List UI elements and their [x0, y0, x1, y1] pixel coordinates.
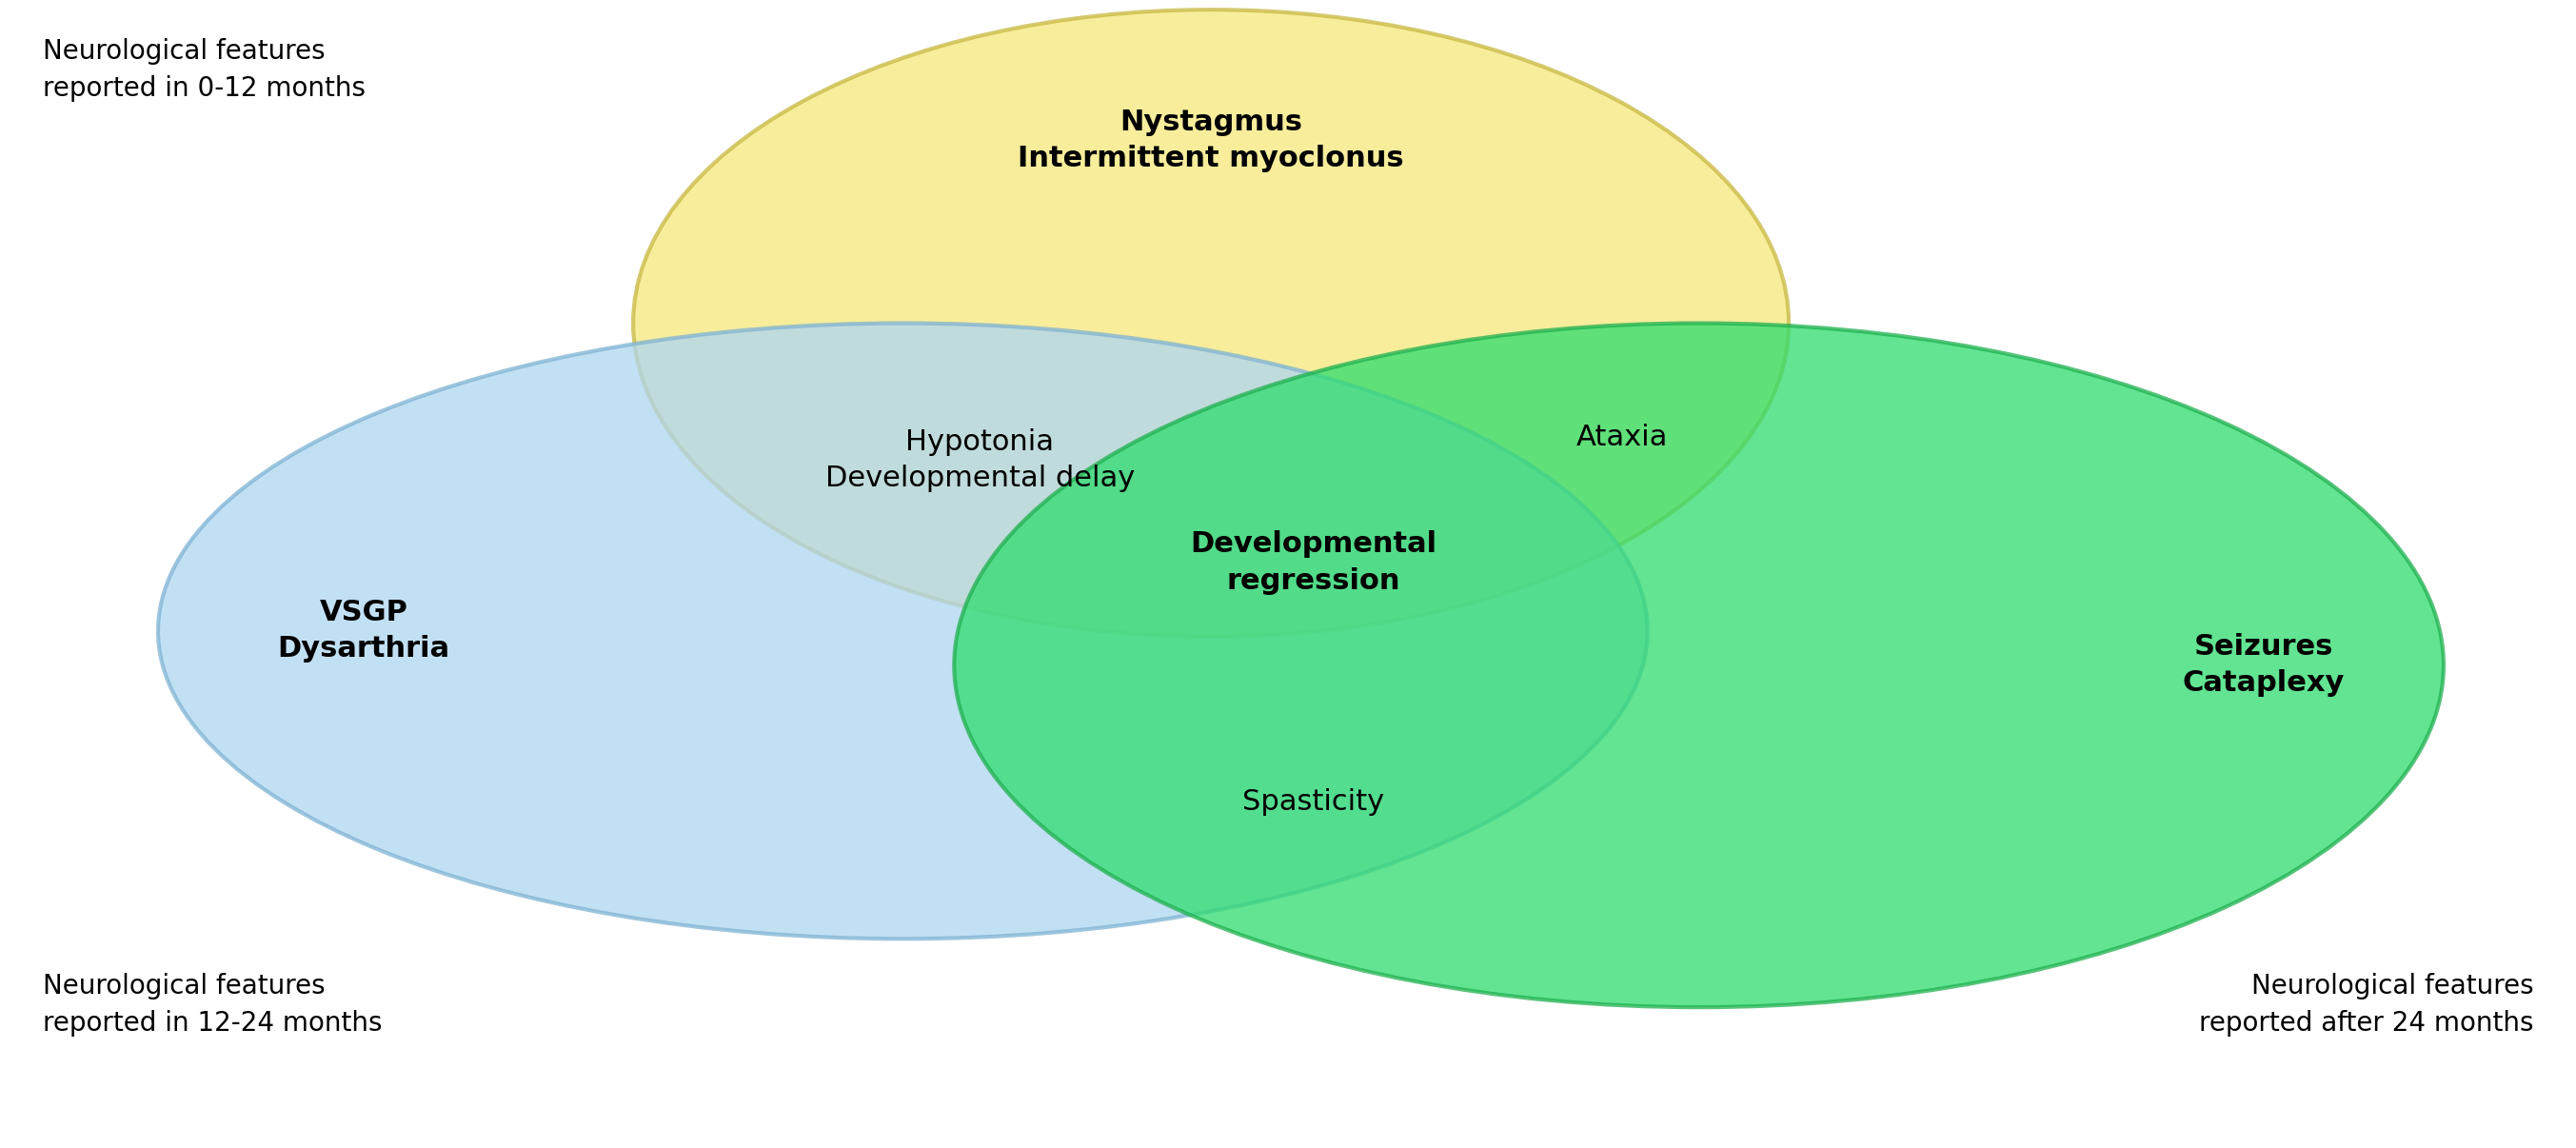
Text: Ataxia: Ataxia	[1577, 424, 1667, 451]
Ellipse shape	[157, 324, 1649, 939]
Text: VSGP
Dysarthria: VSGP Dysarthria	[278, 599, 451, 664]
Text: Hypotonia
Developmental delay: Hypotonia Developmental delay	[824, 428, 1133, 492]
Text: Neurological features
reported in 12-24 months: Neurological features reported in 12-24 …	[41, 974, 381, 1037]
Text: Developmental
regression: Developmental regression	[1190, 530, 1437, 595]
Text: Nystagmus
Intermittent myoclonus: Nystagmus Intermittent myoclonus	[1018, 109, 1404, 172]
Text: Neurological features
reported in 0-12 months: Neurological features reported in 0-12 m…	[41, 38, 366, 102]
Ellipse shape	[634, 9, 1788, 637]
Text: Spasticity: Spasticity	[1242, 789, 1386, 816]
Ellipse shape	[953, 324, 2445, 1007]
Text: Seizures
Cataplexy: Seizures Cataplexy	[2182, 634, 2344, 697]
Text: Neurological features
reported after 24 months: Neurological features reported after 24 …	[2200, 974, 2535, 1037]
